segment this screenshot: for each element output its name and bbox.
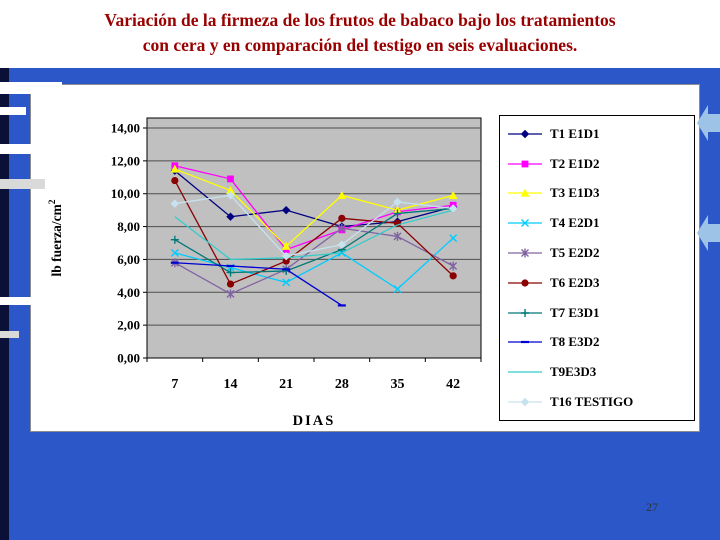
legend-item: T5 E2D2 (507, 245, 692, 261)
svg-text:4,00: 4,00 (117, 285, 140, 300)
decorative-bar (0, 82, 62, 94)
svg-text:0,00: 0,00 (117, 351, 140, 366)
series-T8-E3D2 (170, 261, 346, 307)
chart-container: 0,00 2,00 4,00 6,00 8,00 10,00 12,00 14,00 7 14 21… (30, 84, 700, 432)
decorative-bar (0, 331, 19, 338)
left-arrow-icon (697, 105, 720, 141)
legend-item: T6 E2D3 (507, 275, 692, 291)
x-axis-title: DIAS (293, 413, 336, 429)
svg-text:14: 14 (224, 377, 238, 392)
svg-text:7: 7 (171, 377, 178, 392)
legend-marker-x (508, 219, 542, 228)
chart-legend: T1 E1D1 T2 E1D2 T3 E1D3 T4 E2D1 T5 E2D2 T6 E2… (499, 115, 695, 421)
svg-text:12,00: 12,00 (111, 153, 140, 168)
decorative-bar (0, 297, 33, 305)
svg-text:6,00: 6,00 (117, 252, 140, 267)
legend-item: T16 TESTIGO (507, 394, 692, 410)
decorative-bar (0, 144, 45, 154)
plot-area (146, 117, 482, 359)
slide-page-number: 27 (646, 500, 658, 514)
legend-marker-dash (508, 341, 542, 344)
legend-marker-asterisk (508, 248, 542, 258)
left-arrow-icon (697, 215, 720, 251)
decorative-bar (0, 179, 45, 189)
legend-marker-square (508, 160, 542, 168)
legend-label: T9E3D3 (550, 364, 597, 380)
legend-marker-none (508, 371, 542, 373)
slide-title-block: Variación de la firmeza de los frutos de… (0, 0, 720, 68)
y-axis-title: lb fuerza/cm2 (48, 199, 64, 276)
legend-marker-triangle (508, 189, 542, 198)
svg-text:8,00: 8,00 (117, 219, 140, 234)
legend-item: T2 E1D2 (507, 156, 692, 172)
legend-item: T7 E3D1 (507, 305, 692, 321)
legend-marker-plus (508, 308, 542, 317)
slide-title-line-2: con cera y en comparación del testigo en… (142, 35, 578, 56)
svg-text:35: 35 (391, 377, 405, 392)
legend-marker-diamond (508, 397, 542, 407)
legend-marker-diamond (508, 129, 542, 139)
legend-label: T7 E3D1 (550, 304, 600, 320)
svg-text:2,00: 2,00 (117, 318, 140, 333)
svg-text:10,00: 10,00 (111, 186, 140, 201)
legend-item: T3 E1D3 (507, 185, 692, 201)
decorative-bar (0, 107, 26, 115)
legend-label: T8 E3D2 (550, 334, 600, 350)
line-chart: 0,00 2,00 4,00 6,00 8,00 10,00 12,00 14,00 7 14 21… (48, 117, 482, 429)
svg-text:28: 28 (335, 377, 349, 392)
legend-label: T1 E1D1 (550, 125, 600, 141)
y-axis: 0,00 2,00 4,00 6,00 8,00 10,00 12,00 14,00 (111, 121, 147, 366)
legend-label: T2 E1D2 (550, 155, 600, 171)
legend-item: T8 E3D2 (507, 334, 692, 350)
legend-item: T9E3D3 (507, 364, 692, 380)
series-T9E3D3 (174, 209, 454, 261)
legend-label: T4 E2D1 (550, 215, 600, 231)
legend-label: T6 E2D3 (550, 274, 600, 290)
svg-text:21: 21 (279, 377, 293, 392)
svg-text:42: 42 (446, 377, 460, 392)
legend-marker-circle (508, 279, 542, 287)
x-axis: 7 14 21 28 35 42 DIAS (146, 358, 482, 429)
slide-title-line-1: Variación de la firmeza de los frutos de… (104, 10, 616, 30)
legend-label: T16 TESTIGO (550, 394, 634, 410)
svg-text:14,00: 14,00 (111, 121, 140, 136)
legend-label: T3 E1D3 (550, 185, 600, 201)
legend-item: T4 E2D1 (507, 215, 692, 231)
legend-item: T1 E1D1 (507, 126, 692, 142)
legend-label: T5 E2D2 (550, 245, 600, 261)
